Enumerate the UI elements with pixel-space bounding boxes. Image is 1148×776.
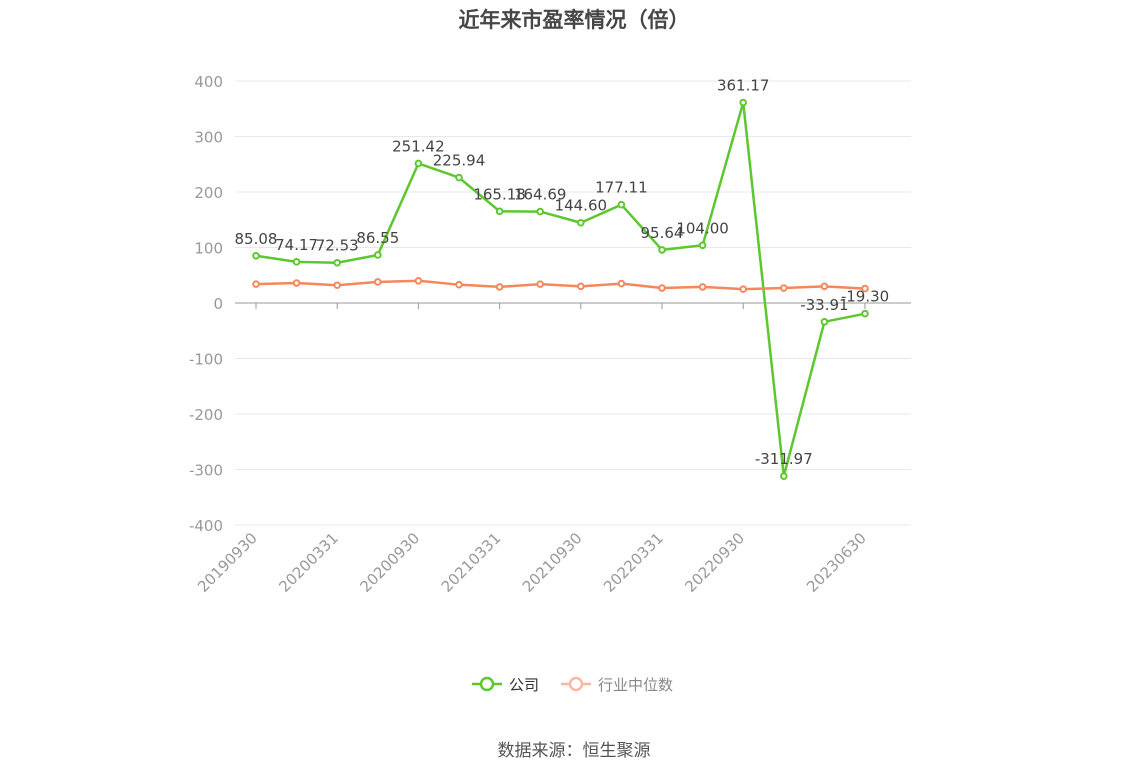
data-label: 95.64 — [641, 224, 684, 242]
data-source: 数据来源：恒生聚源 — [497, 741, 651, 761]
data-label: 251.42 — [392, 137, 445, 155]
data-label: 361.17 — [717, 77, 770, 95]
industry-median-data-point — [374, 278, 382, 286]
y-tick-label: -400 — [189, 517, 223, 535]
y-tick-label: 200 — [194, 184, 223, 202]
data-label: 104.00 — [676, 219, 729, 237]
industry-median-data-point — [536, 280, 545, 288]
company-data-point — [414, 159, 423, 168]
company-data-point — [292, 258, 301, 266]
company-data-point — [374, 251, 382, 259]
chart-title: 近年来市盈率情况（倍） — [458, 8, 690, 32]
data-label: 225.94 — [433, 152, 486, 170]
data-label: 164.69 — [514, 186, 567, 204]
industry-median-data-point — [292, 279, 301, 287]
company-data-point — [617, 200, 626, 209]
company-data-point — [455, 173, 463, 182]
company-data-point — [536, 207, 545, 216]
y-tick-label: -100 — [189, 351, 223, 369]
industry-median-data-point — [617, 279, 626, 288]
industry-median-data-point — [820, 282, 829, 291]
industry-median-series-line — [255, 279, 866, 291]
legend-industry-median-label: 行业中位数 — [598, 676, 673, 694]
legend-company-marker — [479, 676, 495, 692]
data-label: 144.60 — [555, 197, 608, 215]
x-tick-label: 20200331 — [275, 529, 342, 596]
y-tick-label: -200 — [189, 406, 223, 424]
company-data-point — [780, 472, 788, 480]
data-label: -311.97 — [755, 450, 813, 468]
data-label: -33.91 — [800, 296, 848, 314]
industry-median-data-point — [780, 284, 788, 292]
x-tick-label: 20230630 — [803, 529, 870, 596]
industry-median-data-point — [577, 282, 585, 291]
data-label: -19.30 — [841, 288, 889, 306]
company-data-point — [495, 207, 504, 216]
data-label: 85.08 — [235, 230, 278, 248]
data-label: 74.17 — [275, 236, 318, 254]
data-label: 72.53 — [316, 237, 359, 255]
industry-median-data-point — [861, 284, 869, 293]
company-data-point — [820, 318, 829, 326]
industry-median-data-point — [333, 281, 342, 290]
x-tick-label: 20200930 — [357, 529, 424, 596]
industry-median-data-point — [414, 277, 423, 285]
company-data-point — [861, 309, 869, 318]
industry-median-data-point — [495, 283, 504, 291]
industry-median-data-point — [252, 280, 260, 288]
legend: 公司 行业中位数 — [472, 676, 673, 694]
company-data-point — [577, 218, 585, 227]
industry-median-data-point — [739, 285, 748, 293]
data-label: 165.18 — [473, 185, 526, 203]
y-tick-label: 0 — [213, 295, 223, 313]
x-tick-label: 20210930 — [519, 529, 586, 596]
industry-median-data-point — [455, 280, 463, 289]
company-data-point — [333, 258, 342, 267]
y-tick-label: 100 — [194, 240, 223, 258]
x-tick-label: 20220331 — [600, 529, 667, 596]
grid-lines — [235, 80, 911, 526]
company-data-point — [658, 246, 666, 254]
series-lines — [252, 98, 869, 480]
industry-median-data-point — [658, 284, 666, 292]
x-tick-label: 20210331 — [438, 529, 505, 596]
legend-company-label: 公司 — [509, 676, 539, 694]
x-tick-label: 20220930 — [681, 529, 748, 596]
data-label: 86.55 — [356, 229, 399, 247]
industry-median-data-point — [698, 283, 707, 291]
company-data-point — [739, 98, 748, 107]
y-tick-label: 400 — [194, 73, 223, 91]
y-tick-label: 300 — [194, 129, 223, 147]
company-data-point — [252, 251, 260, 260]
y-tick-label: -300 — [189, 462, 223, 480]
legend-industry-median-marker — [568, 676, 584, 692]
x-tick-label: 20190930 — [194, 529, 261, 596]
data-label: 177.11 — [595, 179, 648, 197]
company-data-point — [698, 241, 707, 250]
